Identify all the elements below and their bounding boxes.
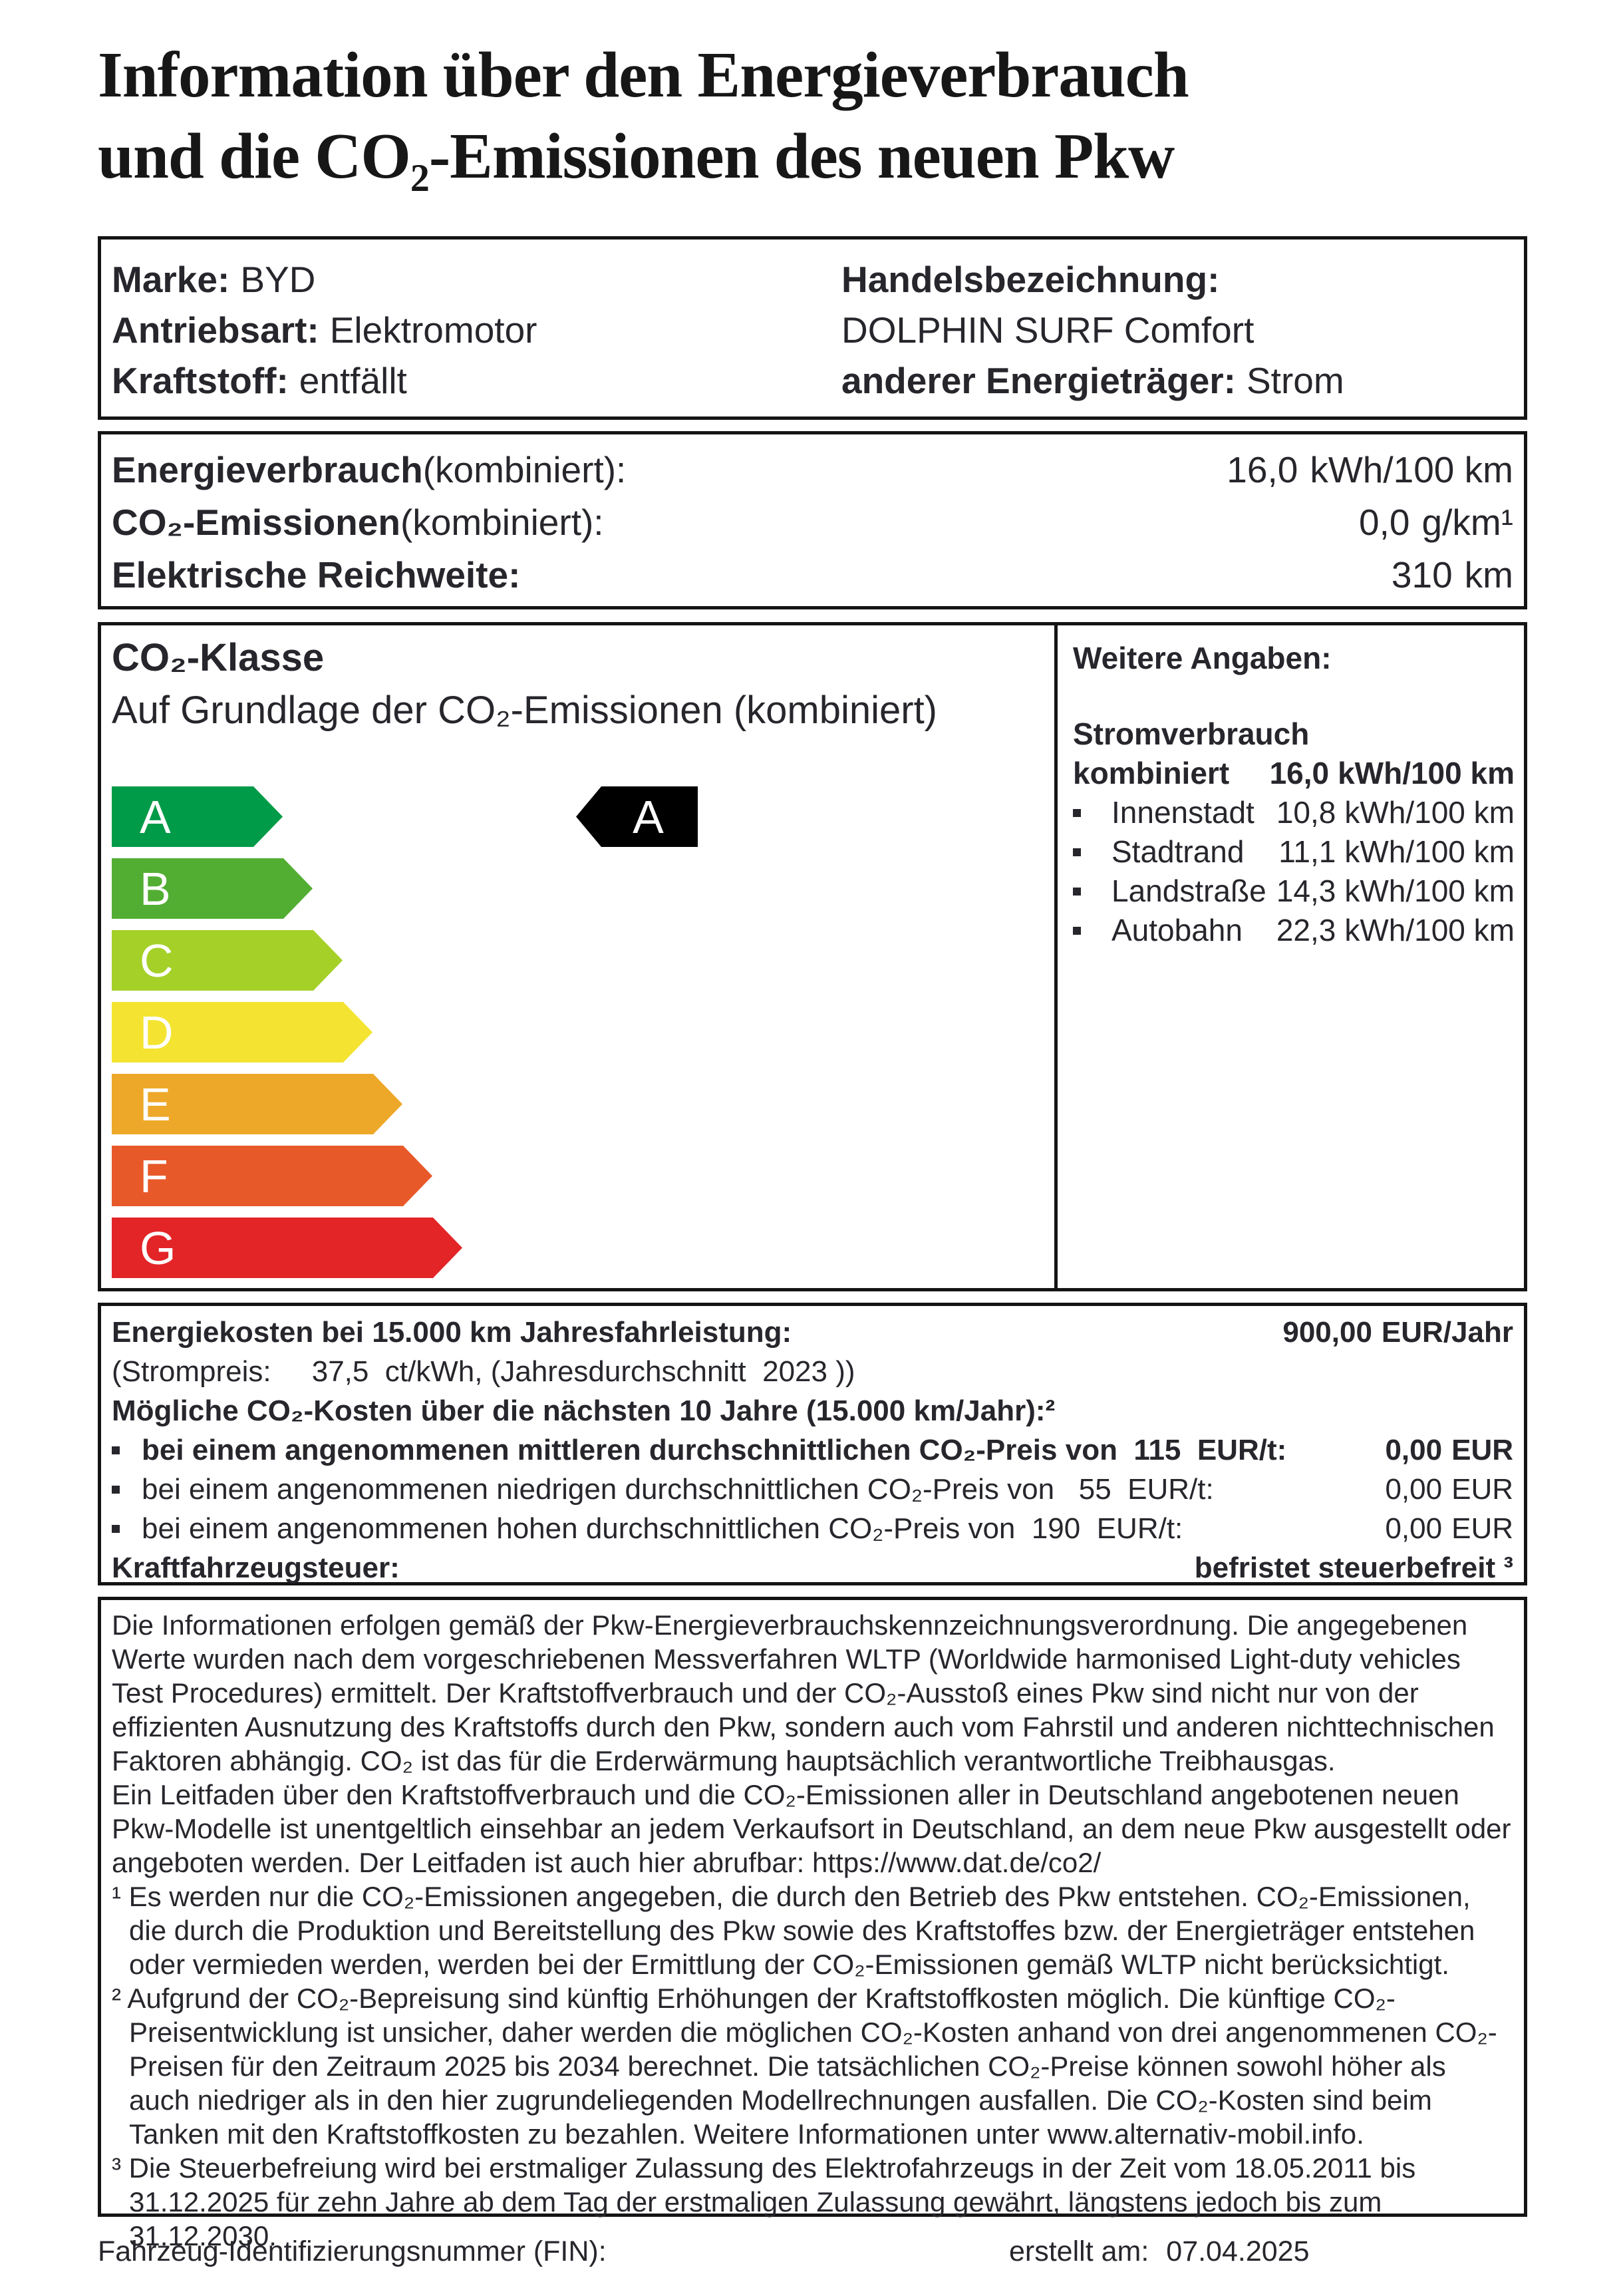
vehicle-info-right-column: Handelsbezeichnung: DOLPHIN SURF Comfort… — [841, 254, 1344, 406]
legal-paragraph-guide: Ein Leitfaden über den Kraftstoffverbrau… — [112, 1779, 1511, 1878]
page-title-line2: und die CO₂-Emissionen des neuen Pkw — [98, 120, 1175, 192]
annual-cost-row: Energiekosten bei 15.000 km Jahresfahrle… — [112, 1313, 1513, 1352]
range-label: Elektrische Reichweite: — [112, 554, 521, 595]
annual-cost-unit: EUR/Jahr — [1381, 1316, 1513, 1349]
emissions-unit: g/km¹ — [1421, 502, 1514, 543]
vehicle-fuel-row: Kraftstoff: entfällt — [112, 355, 537, 406]
class-arrow-f: F — [112, 1146, 432, 1206]
co2-cost-row-medium: bei einem angenommenen mittleren durchsc… — [112, 1430, 1513, 1470]
vehicle-class-marker: A — [576, 786, 698, 847]
bullet-square-icon — [112, 1524, 120, 1533]
other-energy-label: anderer Energieträger: — [841, 360, 1236, 401]
trade-name-value: DOLPHIN SURF Comfort — [841, 309, 1254, 351]
emissions-label: CO₂-Emissionen — [112, 502, 400, 543]
emissions-row: CO₂-Emissionen (kombiniert): 0,0 g/km¹ — [112, 496, 1513, 549]
consumption-row: Energieverbrauch (kombiniert): 16,0 kWh/1… — [112, 444, 1513, 496]
electricity-price-row: (Strompreis: 37,5 ct/kWh, (Jahresdurchsc… — [112, 1352, 1513, 1391]
class-arrow-e-letter: E — [140, 1078, 171, 1130]
range-unit: km — [1464, 554, 1513, 595]
legal-paragraph-wltp: Die Informationen erfolgen gemäß der Pkw… — [112, 1609, 1495, 1776]
power-consumption-row1: Stromverbrauch — [1073, 717, 1310, 751]
trade-name-value-row: DOLPHIN SURF Comfort — [841, 305, 1344, 355]
class-arrow-a-letter: A — [140, 790, 171, 843]
class-arrow-c: C — [112, 930, 343, 991]
bullet-square-icon — [1073, 848, 1081, 856]
brand-value: BYD — [240, 259, 316, 300]
class-arrow-d-letter: D — [140, 1006, 174, 1059]
co2-costs-heading-row: Mögliche CO₂-Kosten über die nächsten 10… — [112, 1391, 1513, 1430]
class-arrow-f-letter: F — [140, 1150, 168, 1202]
co2-cost-row-low: bei einem angenommenen niedrigen durchsc… — [112, 1470, 1513, 1509]
other-energy-row: anderer Energieträger: Strom — [841, 355, 1344, 406]
class-arrow-a: A — [112, 786, 283, 847]
footnote-3: ³ Die Steuerbefreiung wird bei erstmalig… — [112, 2152, 1416, 2251]
range-row: Elektrische Reichweite: 310 km — [112, 549, 1513, 601]
class-arrow-b-letter: B — [140, 862, 171, 915]
bullet-square-icon — [112, 1446, 120, 1454]
fuel-label: Kraftstoff: — [112, 360, 289, 401]
detail-row-suburb: Stadtrand 11,1 kWh/100 km — [1073, 832, 1515, 872]
trade-name-row: Handelsbezeichnung: — [841, 254, 1344, 305]
page-title-line1: Information über den Energieverbrauch — [98, 39, 1189, 110]
consumption-box: Energieverbrauch (kombiniert): 16,0 kWh/1… — [98, 431, 1527, 609]
created-date-row: erstellt am: 07.04.2025 — [1009, 2234, 1310, 2269]
fin-label: Fahrzeug-Identifizierungsnummer (FIN): — [98, 2235, 607, 2267]
vehicle-brand-row: Marke: BYD — [112, 254, 537, 305]
class-arrow-c-letter: C — [140, 934, 174, 987]
co2-class-heading: CO₂-Klasse — [112, 636, 325, 679]
class-arrow-b: B — [112, 858, 313, 919]
annual-cost-label: Energiekosten bei 15.000 km Jahresfahrle… — [112, 1316, 792, 1349]
vehicle-tax-label: Kraftfahrzeugsteuer: — [112, 1552, 400, 1584]
created-value: 07.04.2025 — [1166, 2235, 1310, 2267]
detail-row-city: Innenstadt 10,8 kWh/100 km — [1073, 793, 1515, 832]
detail-row-highway: Autobahn 22,3 kWh/100 km — [1073, 911, 1515, 950]
brand-label: Marke: — [112, 259, 230, 300]
vehicle-info-left-column: Marke: BYD Antriebsart: Elektromotor Kraft… — [112, 254, 537, 406]
bullet-square-icon — [1073, 808, 1081, 817]
legal-notes-box: Die Informationen erfolgen gemäß der Pkw… — [98, 1597, 1527, 2251]
details-heading: Weitere Angaben: — [1073, 641, 1332, 675]
other-energy-value: Strom — [1247, 360, 1344, 401]
electricity-price-note: (Strompreis: 37,5 ct/kWh, (Jahresdurchsc… — [112, 1355, 855, 1388]
co2-class-box: CO₂-Klasse Auf Grundlage der CO₂-Emissio… — [98, 622, 1527, 1291]
vehicle-info-box: Marke: BYD Antriebsart: Elektromotor Kraft… — [98, 236, 1527, 420]
power-consumption-row2: kombiniert 16,0 kWh/100 km — [1073, 754, 1515, 793]
footnote-1: ¹ Es werden nur die CO₂-Emissionen angeg… — [112, 1881, 1475, 1980]
footnote-2: ² Aufgrund der CO₂-Bepreisung sind künft… — [112, 1983, 1497, 2150]
drivetype-label: Antriebsart: — [112, 309, 319, 351]
consumption-unit: kWh/100 km — [1310, 449, 1513, 490]
detail-row-rural: Landstraße 14,3 kWh/100 km — [1073, 872, 1515, 911]
created-label: erstellt am: — [1009, 2235, 1149, 2267]
bullet-square-icon — [1073, 887, 1081, 896]
vehicle-tax-row: Kraftfahrzeugsteuer: befristet steuerbef… — [112, 1548, 1513, 1587]
power-combined-value: 16,0 — [1269, 756, 1330, 790]
vehicle-tax-value: befristet steuerbefreit ³ — [1194, 1552, 1513, 1584]
page-title: Information über den Energieverbrauch un… — [98, 35, 1541, 197]
range-value: 310 — [1391, 554, 1453, 595]
bullet-square-icon — [1073, 926, 1081, 935]
class-arrow-g: G — [112, 1218, 462, 1278]
class-arrow-g-letter: G — [140, 1222, 176, 1274]
co2-costs-heading: Mögliche CO₂-Kosten über die nächsten 10… — [112, 1394, 1056, 1427]
bullet-square-icon — [112, 1485, 120, 1494]
power-combined-unit: kWh/100 km — [1338, 756, 1515, 790]
fuel-value: entfällt — [299, 360, 407, 401]
class-arrow-e: E — [112, 1074, 402, 1134]
energy-costs-box: Energiekosten bei 15.000 km Jahresfahrle… — [98, 1303, 1527, 1585]
vehicle-drivetype-row: Antriebsart: Elektromotor — [112, 305, 537, 355]
drivetype-value: Elektromotor — [329, 309, 537, 351]
class-arrow-d: D — [112, 1002, 372, 1063]
consumption-label: Energieverbrauch — [112, 449, 423, 490]
co2-cost-row-high: bei einem angenommenen hohen durchschnit… — [112, 1509, 1513, 1548]
emissions-value: 0,0 — [1359, 502, 1410, 543]
co2-class-subheading: Auf Grundlage der CO₂-Emissionen (kombin… — [112, 689, 937, 732]
consumption-value: 16,0 — [1227, 449, 1298, 490]
annual-cost-value: 900,00 — [1282, 1316, 1372, 1349]
details-panel: Weitere Angaben: Stromverbrauch kombinie… — [1054, 625, 1524, 1288]
trade-name-label: Handelsbezeichnung: — [841, 259, 1220, 300]
vehicle-class-letter: A — [633, 790, 664, 843]
